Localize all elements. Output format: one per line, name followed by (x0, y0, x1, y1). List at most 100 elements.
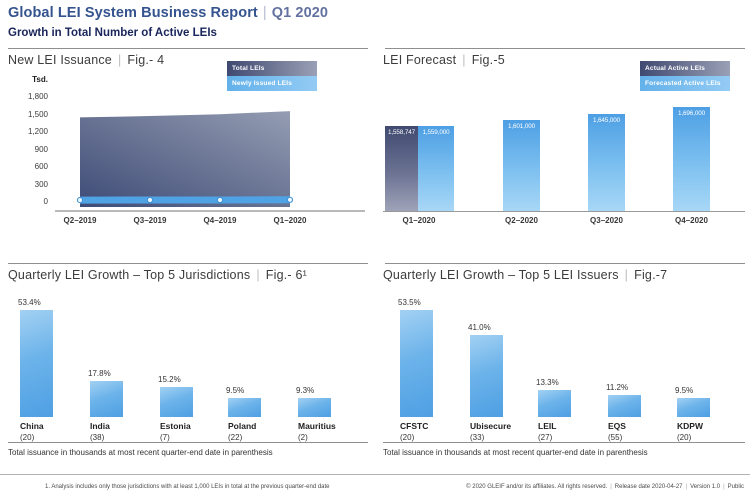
divider-mid-left (8, 263, 368, 264)
x-tick-label: Q4–2019 (203, 216, 237, 225)
category-label-poland: Poland (228, 421, 257, 431)
y-tick-label: 1,200 (27, 127, 48, 136)
footer-separator: | (723, 484, 725, 490)
category-label-mauritius: Mauritius (298, 421, 336, 431)
x-tick-label: Q1–2020 (402, 216, 436, 225)
divider-top-right (385, 48, 745, 49)
legend-item-newly-issued-leis: Newly Issued LEIs (227, 76, 317, 91)
bar-india (90, 381, 123, 417)
fig4-legend: Total LEIs Newly Issued LEIs (227, 61, 317, 91)
y-tick-label: 900 (34, 144, 48, 154)
category-count-china: (20) (20, 433, 35, 442)
fig6-note: Total issuance in thousands at most rece… (8, 448, 273, 457)
category-label-estonia: Estonia (160, 421, 191, 431)
category-label-leil: LEIL (538, 421, 557, 431)
data-point-marker (76, 197, 84, 204)
report-title: Global LEI System Business Report (8, 5, 258, 21)
fig4-plot-area (55, 93, 365, 215)
bar-percent-label: 9.5% (226, 386, 245, 395)
fig7-bottom-divider (383, 442, 745, 443)
legend-label: Forecasted Active LEIs (645, 80, 721, 87)
copyright-text: © 2020 GLEIF and/or its affiliates. All … (466, 484, 608, 490)
fig6-heading: Quarterly LEI Growth – Top 5 Jurisdictio… (8, 268, 307, 282)
fig7-title-separator: | (624, 268, 629, 282)
fig7-note: Total issuance in thousands at most rece… (383, 448, 648, 457)
page-title: Global LEI System Business Report | Q1 202… (8, 5, 328, 21)
category-label-eqs: EQS (608, 421, 626, 431)
bar-percent-label: 53.4% (18, 298, 41, 307)
fig6-figure-label: Fig.- 6¹ (265, 268, 307, 282)
y-tick-label: 300 (34, 179, 48, 189)
category-count-leil: (27) (538, 433, 553, 442)
category-count-estonia: (7) (160, 433, 170, 442)
forecast-bar-q4-2020: 1,696,000 (673, 107, 710, 211)
actual-bar-q1-2020: 1,558,747 (385, 126, 418, 211)
total-leis-area (80, 111, 290, 207)
category-count-ubisecure: (33) (470, 433, 485, 442)
release-date: Release date 2020-04-27 (614, 484, 683, 490)
bar-eqs (608, 395, 641, 417)
fig5-panel: LEI Forecast | Fig.-5 Actual Active LEIs F… (383, 49, 745, 254)
fig4-panel: New LEI Issuance | Fig.- 4 Total LEIs Newl… (8, 49, 368, 254)
bar-percent-label: 53.5% (398, 298, 421, 307)
y-tick-label: 600 (34, 162, 48, 171)
bar-value-label: 1,645,000 (592, 117, 621, 124)
fig5-x-axis-line (383, 211, 745, 212)
fig7-title: Quarterly LEI Growth – Top 5 LEI Issuers (383, 268, 619, 282)
bar-china (20, 310, 53, 417)
bar-mauritius (298, 398, 331, 417)
fig6-title-separator: | (256, 268, 260, 282)
fig5-figure-label: Fig.-5 (471, 53, 505, 67)
data-point-marker (286, 196, 294, 203)
bar-cfstc (400, 310, 433, 417)
visibility-text: Public (727, 484, 744, 490)
title-separator: | (262, 5, 267, 21)
legend-label: Newly Issued LEIs (232, 80, 293, 87)
fig7-heading: Quarterly LEI Growth – Top 5 LEI Issuers… (383, 268, 667, 282)
bar-percent-label: 15.2% (158, 375, 181, 384)
fig4-title: New LEI Issuance (8, 53, 112, 67)
category-count-mauritius: (2) (298, 433, 308, 442)
bar-percent-label: 9.3% (296, 386, 315, 395)
bar-percent-label: 13.3% (536, 378, 559, 387)
bar-value-label: 1,558,747 (387, 129, 416, 136)
forecast-bar-q3-2020: 1,645,000 (588, 114, 625, 211)
fig6-title: Quarterly LEI Growth – Top 5 Jurisdictio… (8, 268, 251, 282)
fig4-figure-label: Fig.- 4 (127, 53, 165, 67)
bar-kdpw (677, 398, 710, 417)
legend-item-total-leis: Total LEIs (227, 61, 317, 76)
fig4-unit-label: Tsd. (32, 75, 48, 84)
footer-footnote: 1. Analysis includes only those jurisdic… (45, 484, 330, 490)
fig7-figure-label: Fig.-7 (634, 268, 668, 282)
bar-percent-label: 9.5% (675, 386, 694, 395)
divider-mid-right (385, 263, 745, 264)
fig4-title-separator: | (117, 53, 122, 67)
fig6-bottom-divider (8, 442, 368, 443)
bar-percent-label: 41.0% (468, 323, 491, 332)
y-tick-label: 1,800 (27, 92, 48, 101)
data-point-marker (216, 196, 224, 204)
category-count-poland: (22) (228, 433, 243, 442)
legend-item-forecasted-active-leis: Forecasted Active LEIs (640, 76, 730, 91)
report-period: Q1 2020 (271, 5, 329, 21)
bar-ubisecure (470, 335, 503, 417)
divider-top-left (8, 48, 368, 49)
bar-leil (538, 390, 571, 417)
category-label-ubisecure: Ubisecure (470, 421, 512, 431)
fig5-plot-area: 1,558,747 1,559,000 1,601,000 1,645,000 1,69… (383, 106, 745, 211)
data-point-marker (146, 196, 154, 204)
x-tick-label: Q4–2020 (675, 216, 708, 225)
fig4-heading: New LEI Issuance | Fig.- 4 (8, 53, 164, 67)
category-count-eqs: (55) (608, 433, 623, 442)
forecast-bar-q2-2020: 1,601,000 (503, 120, 540, 211)
divider-footer (0, 474, 750, 475)
x-tick-label: Q2–2019 (63, 216, 97, 225)
legend-item-actual-active-leis: Actual Active LEIs (640, 61, 730, 76)
x-tick-label: Q3–2019 (133, 216, 167, 225)
bar-percent-label: 17.8% (88, 369, 111, 378)
category-count-kdpw: (20) (677, 433, 692, 442)
fig5-legend: Actual Active LEIs Forecasted Active LEI… (640, 61, 730, 91)
fig4-area-chart (55, 111, 365, 212)
fig6-panel: Quarterly LEI Growth – Top 5 Jurisdictio… (8, 264, 368, 464)
